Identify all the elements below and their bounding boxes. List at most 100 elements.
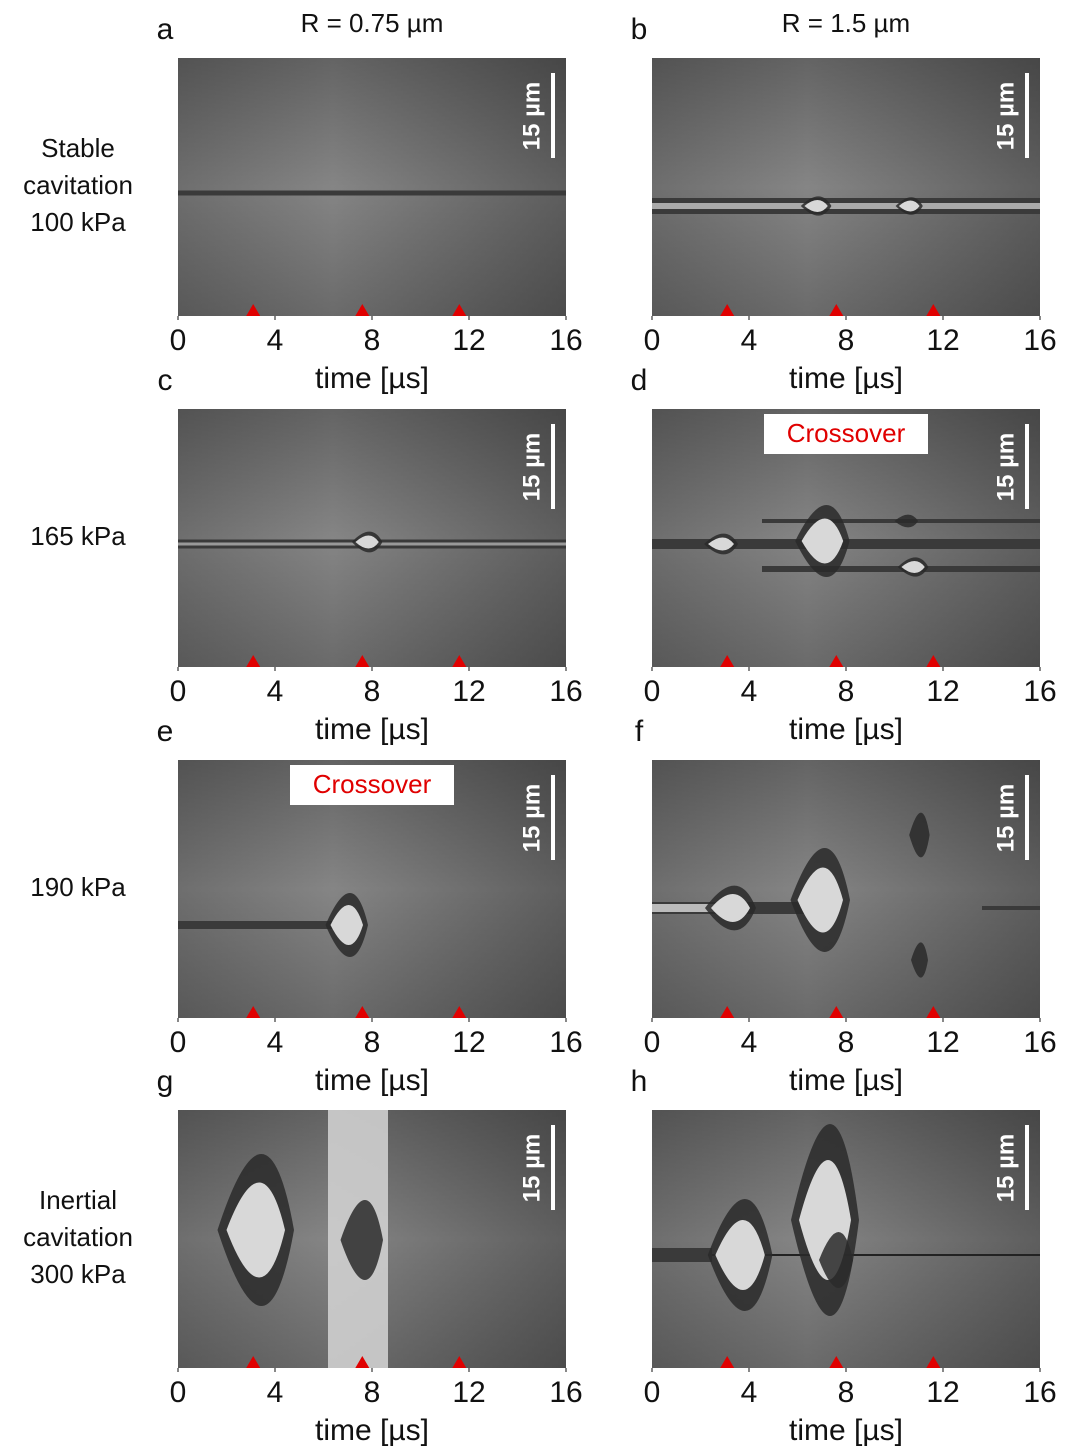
x-tick-label: 16 xyxy=(1023,675,1056,708)
x-tick-label: 16 xyxy=(549,675,582,708)
x-tick-label: 0 xyxy=(644,675,661,708)
image-shade xyxy=(178,58,566,316)
x-axis-label: time [µs] xyxy=(789,1064,903,1097)
x-axis-label: time [µs] xyxy=(315,1414,429,1447)
x-tick-label: 16 xyxy=(1023,1376,1056,1409)
x-tick-label: 16 xyxy=(1023,324,1056,357)
pulse-marker xyxy=(452,655,467,667)
bubble-halo xyxy=(340,1200,383,1280)
x-tick-label: 12 xyxy=(926,324,959,357)
pulse-marker xyxy=(926,1356,941,1368)
bubble-halo xyxy=(911,942,928,978)
x-tick-label: 8 xyxy=(838,675,855,708)
scale-bar-label: 15 µm xyxy=(992,1134,1019,1203)
scale-bar-label: 15 µm xyxy=(992,784,1019,853)
annotation-box xyxy=(290,765,454,805)
x-axis-label: time [µs] xyxy=(315,1064,429,1097)
x-tick-label: 12 xyxy=(452,675,485,708)
x-tick-label: 0 xyxy=(170,1026,187,1059)
panel-letter: g xyxy=(157,1065,174,1098)
row-label: 100 kPa xyxy=(30,207,126,237)
streak-image xyxy=(652,1110,1040,1368)
x-axis-label: time [µs] xyxy=(789,713,903,746)
x-tick-label: 16 xyxy=(549,1376,582,1409)
x-tick-label: 0 xyxy=(644,1376,661,1409)
row-label: 190 kPa xyxy=(30,872,126,902)
bubble xyxy=(797,867,843,933)
pulse-marker xyxy=(926,304,941,316)
x-tick-label: 4 xyxy=(741,675,758,708)
bubble xyxy=(355,535,379,549)
pulse-marker xyxy=(452,1356,467,1368)
bubble xyxy=(715,1220,765,1290)
x-tick-label: 4 xyxy=(741,324,758,357)
row-label: cavitation xyxy=(23,170,133,200)
bubble xyxy=(711,894,750,922)
pulse-marker xyxy=(452,304,467,316)
panel-letter: c xyxy=(158,364,173,397)
pulse-marker xyxy=(829,1006,844,1018)
row-label: Inertial xyxy=(39,1185,117,1215)
scale-bar-label: 15 µm xyxy=(518,784,545,853)
column-header: R = 0.75 µm xyxy=(301,8,444,38)
bubble xyxy=(901,561,925,573)
scale-bar-label: 15 µm xyxy=(518,433,545,502)
x-tick-label: 4 xyxy=(741,1376,758,1409)
x-tick-label: 4 xyxy=(267,324,284,357)
x-tick-label: 12 xyxy=(452,1376,485,1409)
image-shade xyxy=(652,58,1040,316)
x-tick-label: 4 xyxy=(267,675,284,708)
pulse-marker xyxy=(926,1006,941,1018)
pulse-marker xyxy=(829,655,844,667)
panel-letter: h xyxy=(631,1065,648,1098)
x-tick-label: 4 xyxy=(267,1376,284,1409)
pulse-marker xyxy=(246,1006,261,1018)
x-tick-label: 0 xyxy=(170,1376,187,1409)
x-tick-label: 0 xyxy=(170,675,187,708)
x-tick-label: 0 xyxy=(644,1026,661,1059)
pulse-marker xyxy=(246,1356,261,1368)
x-tick-label: 12 xyxy=(926,1026,959,1059)
pulse-marker xyxy=(355,1356,370,1368)
x-tick-label: 16 xyxy=(549,1026,582,1059)
panel-letter: a xyxy=(157,13,174,46)
bubble xyxy=(898,200,920,212)
bubble-halo xyxy=(894,514,919,528)
pulse-marker xyxy=(355,655,370,667)
scale-bar-label: 15 µm xyxy=(518,82,545,151)
streak-image xyxy=(652,58,1040,316)
streak-image xyxy=(178,1110,566,1368)
panel-letter: f xyxy=(635,715,644,748)
row-label: cavitation xyxy=(23,1222,133,1252)
pulse-marker xyxy=(246,655,261,667)
x-tick-label: 8 xyxy=(838,1376,855,1409)
pulse-marker xyxy=(926,655,941,667)
streak-image xyxy=(652,760,1040,1018)
x-tick-label: 12 xyxy=(926,1376,959,1409)
scale-bar-label: 15 µm xyxy=(518,1134,545,1203)
pulse-marker xyxy=(829,304,844,316)
row-label: 165 kPa xyxy=(30,521,126,551)
row-label: Stable xyxy=(41,133,115,163)
pulse-marker xyxy=(720,655,735,667)
x-tick-label: 4 xyxy=(741,1026,758,1059)
bubble-halo xyxy=(909,812,930,858)
x-tick-label: 16 xyxy=(549,324,582,357)
x-tick-label: 8 xyxy=(364,1376,381,1409)
x-tick-label: 8 xyxy=(838,1026,855,1059)
annotation: Crossover xyxy=(313,769,432,799)
pulse-marker xyxy=(246,304,261,316)
annotation: Crossover xyxy=(787,418,906,448)
x-tick-label: 4 xyxy=(267,1026,284,1059)
row-label: 300 kPa xyxy=(30,1259,126,1289)
x-axis-label: time [µs] xyxy=(315,713,429,746)
x-tick-label: 16 xyxy=(1023,1026,1056,1059)
pulse-marker xyxy=(720,304,735,316)
x-tick-label: 0 xyxy=(644,324,661,357)
x-tick-label: 12 xyxy=(452,324,485,357)
bubble-halo xyxy=(819,1232,853,1288)
column-header: R = 1.5 µm xyxy=(782,8,910,38)
pulse-marker xyxy=(355,1006,370,1018)
x-tick-label: 8 xyxy=(364,1026,381,1059)
annotation-box xyxy=(764,414,928,454)
